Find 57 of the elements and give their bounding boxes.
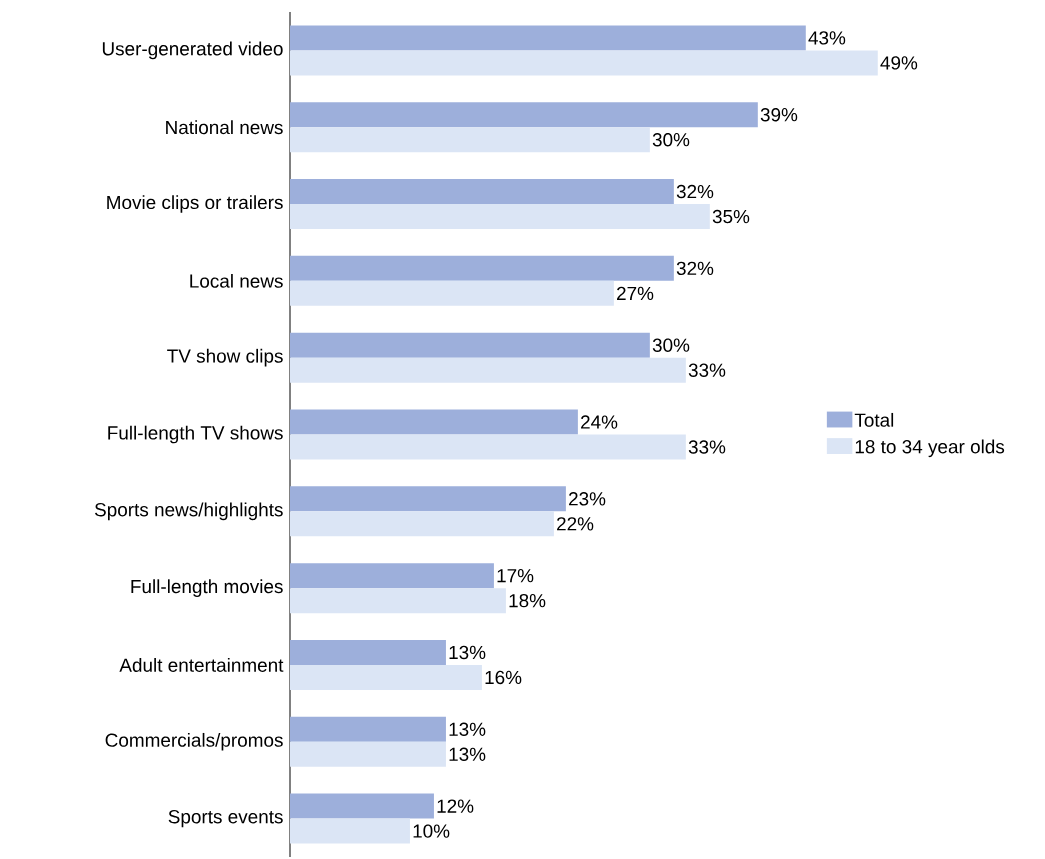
y-tick-label: Commercials/promos [105, 732, 283, 751]
data-label: 33% [688, 363, 726, 377]
bar [290, 639, 446, 665]
data-label: 13% [449, 747, 486, 761]
y-tick-label: Sports events [168, 810, 283, 828]
y-tick-label: Adult entertainment [119, 658, 284, 672]
data-label: 35% [712, 209, 750, 224]
bar [290, 127, 650, 153]
y-tick-label: Full-length movies [131, 579, 283, 597]
data-label: 49% [880, 56, 918, 70]
bar [290, 50, 878, 76]
data-label: 12% [437, 799, 474, 813]
data-label: 43% [808, 31, 846, 45]
data-label: 10% [413, 824, 450, 838]
bar [290, 255, 674, 281]
bar [290, 357, 686, 383]
data-label: 16% [485, 670, 522, 685]
data-label: 32% [676, 184, 714, 199]
data-label: 39% [760, 108, 798, 122]
legend-label: Total [854, 412, 894, 427]
y-tick-label: National news [166, 120, 283, 135]
legend-label: 18 to 34 year olds [855, 439, 1005, 458]
bar [290, 409, 578, 435]
data-label: 13% [449, 722, 486, 736]
data-label: 18% [509, 593, 546, 608]
data-label: 30% [652, 338, 690, 352]
y-tick-label: Full-length TV shows [108, 425, 283, 444]
y-tick-label: User-generated video [102, 41, 283, 60]
bar [290, 511, 554, 537]
bar [290, 102, 758, 128]
data-label: 13% [449, 645, 486, 660]
bar [290, 332, 650, 358]
y-tick-label: Sports news/highlights [94, 502, 283, 521]
y-tick-label: Local news [190, 273, 283, 288]
bar [290, 716, 446, 742]
bar [290, 434, 686, 460]
y-tick-label: TV show clips [167, 348, 283, 367]
data-label: 33% [688, 440, 726, 454]
bar [290, 179, 674, 205]
data-label: 24% [581, 415, 618, 429]
bar [290, 741, 446, 767]
bar [290, 818, 410, 844]
bar [290, 204, 710, 230]
data-label: 17% [497, 569, 534, 583]
data-label: 32% [676, 261, 714, 276]
data-label: 23% [569, 492, 606, 506]
data-label: 22% [557, 517, 594, 531]
y-tick-label: Movie clips or trailers [107, 195, 283, 213]
bar [290, 588, 506, 614]
bar [290, 486, 566, 512]
bar [290, 793, 434, 819]
data-label: 30% [652, 133, 690, 147]
bar [290, 280, 614, 306]
data-label: 27% [617, 286, 654, 301]
bar [290, 664, 482, 690]
bar [290, 563, 494, 589]
bar [290, 25, 806, 51]
